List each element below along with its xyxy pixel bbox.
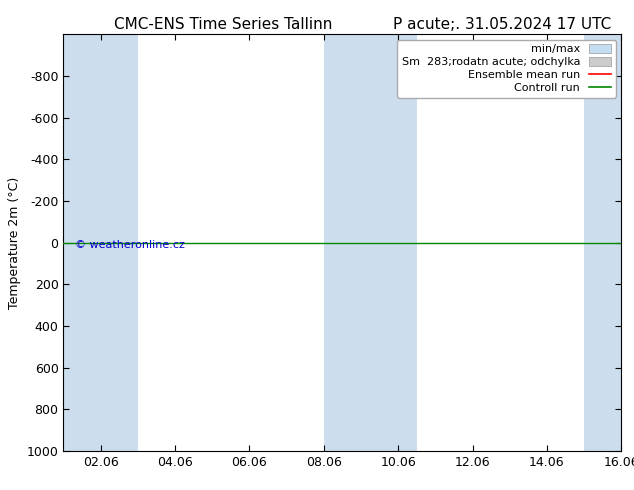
Y-axis label: Temperature 2m (°C): Temperature 2m (°C) xyxy=(8,176,21,309)
Text: © weatheronline.cz: © weatheronline.cz xyxy=(75,241,184,250)
Bar xyxy=(584,34,621,451)
Text: CMC-ENS Time Series Tallinn: CMC-ENS Time Series Tallinn xyxy=(114,17,332,32)
Bar xyxy=(63,34,138,451)
Bar xyxy=(324,34,417,451)
Text: P acute;. 31.05.2024 17 UTC: P acute;. 31.05.2024 17 UTC xyxy=(393,17,611,32)
Legend: min/max, Sm  283;rodatn acute; odchylka, Ensemble mean run, Controll run: min/max, Sm 283;rodatn acute; odchylka, … xyxy=(398,40,616,98)
